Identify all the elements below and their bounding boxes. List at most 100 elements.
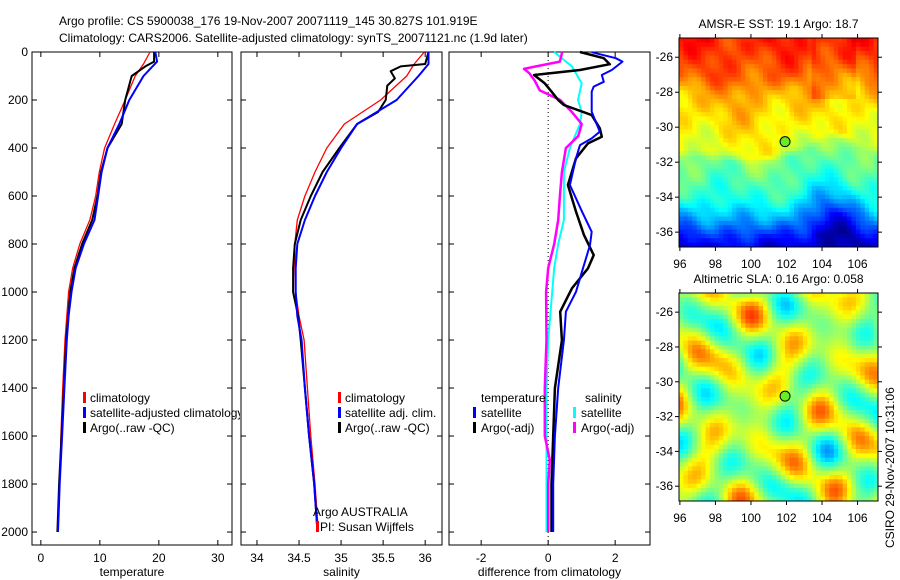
map-cell bbox=[780, 90, 786, 95]
map-cell bbox=[793, 349, 799, 355]
map-cell bbox=[842, 371, 848, 376]
map-cell bbox=[754, 488, 759, 493]
map-cell bbox=[829, 216, 835, 222]
map-cell bbox=[736, 138, 742, 143]
map-cell bbox=[727, 297, 733, 303]
map-cell bbox=[855, 293, 861, 298]
map-cell bbox=[816, 496, 821, 502]
map-cell bbox=[754, 314, 759, 320]
map-cell bbox=[701, 138, 706, 143]
map-cell bbox=[798, 220, 804, 226]
map-cell bbox=[833, 401, 839, 407]
map-cell bbox=[709, 466, 715, 472]
map-cell bbox=[776, 194, 782, 200]
map-cell bbox=[802, 379, 808, 385]
map-cell bbox=[709, 229, 715, 235]
map-cell bbox=[701, 414, 706, 420]
map-cell bbox=[745, 479, 751, 485]
map-cell bbox=[705, 229, 711, 235]
map-cell bbox=[714, 449, 720, 454]
map-cell bbox=[793, 229, 799, 235]
map-cell bbox=[687, 133, 693, 139]
map-cell bbox=[798, 431, 804, 437]
map-cell bbox=[811, 436, 817, 441]
map-cell bbox=[754, 229, 759, 235]
map-cell bbox=[798, 414, 804, 420]
map-cell bbox=[860, 199, 866, 204]
map-cell bbox=[696, 199, 702, 204]
map-cell bbox=[785, 449, 790, 454]
map-cell bbox=[842, 401, 848, 407]
map-cell bbox=[855, 194, 861, 200]
map-cell bbox=[869, 190, 874, 196]
map-cell bbox=[701, 401, 706, 407]
map-cell bbox=[873, 220, 879, 226]
map-cell bbox=[824, 323, 830, 329]
map-cell bbox=[745, 319, 751, 324]
map-cell bbox=[864, 340, 870, 346]
map-cell bbox=[705, 225, 711, 230]
map-cell bbox=[771, 332, 777, 337]
map-cell bbox=[696, 297, 702, 303]
map-cell bbox=[723, 168, 729, 174]
map-cell bbox=[740, 64, 746, 69]
map-cell bbox=[701, 349, 706, 355]
map-cell bbox=[833, 181, 839, 187]
map-cell bbox=[758, 107, 764, 113]
map-cell bbox=[763, 475, 768, 480]
map-cell bbox=[793, 168, 799, 174]
map-cell bbox=[679, 345, 684, 350]
map-cell bbox=[807, 336, 813, 342]
map-cell bbox=[692, 401, 698, 407]
map-cell bbox=[679, 116, 684, 122]
x-tick-label: 30 bbox=[211, 551, 225, 565]
map-cell bbox=[829, 85, 835, 91]
map-cell bbox=[709, 103, 715, 109]
map-cell bbox=[860, 194, 866, 200]
map-cell bbox=[855, 229, 861, 235]
map-cell bbox=[718, 431, 724, 437]
map-cell bbox=[705, 496, 711, 502]
map-cell bbox=[771, 397, 777, 402]
map-cell bbox=[723, 492, 729, 498]
map-cell bbox=[816, 216, 821, 222]
map-cell bbox=[718, 457, 724, 463]
map-cell bbox=[736, 238, 742, 244]
map-cell bbox=[692, 327, 698, 333]
map-cell bbox=[855, 470, 861, 476]
map-cell bbox=[824, 133, 830, 139]
map-cell bbox=[789, 388, 795, 394]
map-cell bbox=[767, 212, 773, 217]
y-tick-label: -34 bbox=[656, 190, 674, 204]
map-cell bbox=[842, 379, 848, 385]
map-cell bbox=[785, 216, 790, 222]
map-cell bbox=[705, 332, 711, 337]
map-cell bbox=[771, 186, 777, 191]
map-cell bbox=[701, 488, 706, 493]
map-cell bbox=[829, 436, 835, 441]
map-cell bbox=[802, 146, 808, 152]
map-cell bbox=[687, 384, 693, 389]
map-cell bbox=[709, 216, 715, 222]
map-cell bbox=[860, 410, 866, 415]
map-cell bbox=[807, 327, 813, 333]
map-cell bbox=[705, 55, 711, 61]
map-cell bbox=[771, 77, 777, 82]
map-cell bbox=[754, 94, 759, 100]
map-cell bbox=[709, 199, 715, 204]
map-sst_map: AMSR-E SST: 19.1 Argo: 18.796 98 100 102 104… bbox=[656, 17, 882, 271]
map-cell bbox=[687, 203, 693, 209]
map-cell bbox=[820, 366, 826, 372]
map-cell bbox=[758, 146, 764, 152]
map-cell bbox=[745, 85, 751, 91]
map-cell bbox=[723, 384, 729, 389]
map-cell bbox=[723, 436, 729, 441]
map-cell bbox=[807, 55, 813, 61]
map-cell bbox=[727, 449, 733, 454]
map-cell bbox=[842, 345, 848, 350]
map-cell bbox=[776, 72, 782, 78]
map-cell bbox=[820, 168, 826, 174]
map-cell bbox=[740, 116, 746, 122]
map-cell bbox=[758, 72, 764, 78]
map-cell bbox=[745, 388, 751, 394]
